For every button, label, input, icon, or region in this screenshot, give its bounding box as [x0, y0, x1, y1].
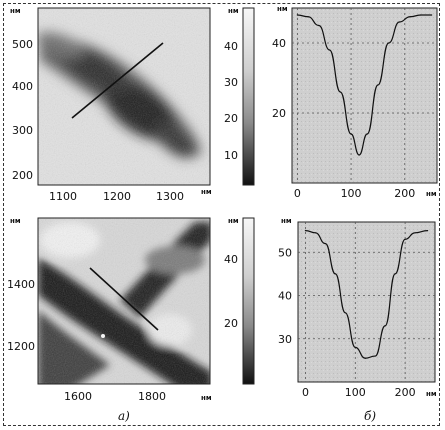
top-profile-x-ticks: 0 100 200 — [294, 187, 415, 200]
bottom-image-y-ticks: 1400 1200 — [7, 278, 35, 353]
top-image-y-tick-3: 200 — [12, 169, 33, 182]
bottom-profile-x-unit: нм — [426, 390, 437, 398]
top-profile-y-ticks: 40 20 — [272, 37, 286, 120]
bottom-profile-y-ticks: 50 40 30 — [278, 246, 292, 345]
top-afm-image — [38, 8, 210, 185]
bottom-colorbar-tick-0: 40 — [224, 253, 238, 266]
top-image-x-tick-0: 1100 — [49, 190, 77, 203]
top-profile-x-tick-0: 0 — [294, 187, 301, 200]
bottom-profile-x-tick-0: 0 — [302, 386, 309, 399]
top-image-y-tick-2: 300 — [12, 124, 33, 137]
bottom-colorbar-tick-1: 20 — [224, 317, 238, 330]
top-image-y-unit: нм — [10, 7, 21, 15]
bottom-profile-x-ticks: 0 100 200 — [302, 386, 416, 399]
top-image-border — [37, 7, 211, 186]
bottom-image-x-unit: нм — [201, 394, 212, 402]
bottom-image-x-tick-1: 1800 — [138, 390, 166, 403]
top-image-y-tick-0: 500 — [12, 38, 33, 51]
bottom-image-x-tick-0: 1600 — [64, 390, 92, 403]
top-profile-plot — [291, 7, 438, 184]
bottom-colorbar-ticks: 40 20 — [224, 253, 238, 330]
top-colorbar-tick-0: 40 — [224, 40, 238, 53]
top-colorbar-unit: нм — [228, 7, 239, 15]
bottom-profile-y-tick-2: 30 — [278, 333, 292, 346]
top-colorbar — [242, 7, 255, 186]
top-image-x-tick-1: 1200 — [103, 190, 131, 203]
top-colorbar-tick-1: 30 — [224, 76, 238, 89]
top-image-x-ticks: 1100 1200 1300 — [49, 190, 184, 203]
bottom-colorbar — [242, 217, 255, 385]
bottom-image-border — [37, 217, 211, 385]
top-colorbar-tick-3: 10 — [224, 149, 238, 162]
top-profile-x-tick-2: 200 — [394, 187, 415, 200]
bottom-profile-plot — [297, 221, 436, 383]
bottom-profile-y-tick-1: 40 — [278, 290, 292, 303]
top-profile-y-tick-0: 40 — [272, 37, 286, 50]
bottom-afm-image — [38, 218, 210, 384]
top-profile-x-unit: нм — [426, 190, 437, 198]
top-profile-y-unit: нм — [277, 5, 288, 13]
bottom-image-y-unit: нм — [10, 217, 21, 225]
top-profile-curve — [297, 14, 432, 156]
top-colorbar-ticks: 40 30 20 10 — [224, 40, 238, 162]
bottom-image-y-tick-1: 1200 — [7, 340, 35, 353]
top-colorbar-tick-2: 20 — [224, 112, 238, 125]
top-image-x-tick-2: 1300 — [156, 190, 184, 203]
figure-border — [3, 3, 440, 426]
bottom-image-y-tick-0: 1400 — [7, 278, 35, 291]
bottom-profile-x-tick-2: 200 — [395, 386, 416, 399]
top-image-y-tick-1: 400 — [12, 80, 33, 93]
bottom-profile-curve — [305, 230, 428, 359]
bottom-profile-y-unit: нм — [281, 217, 292, 225]
bottom-colorbar-unit: нм — [228, 217, 239, 225]
top-profile-y-tick-1: 20 — [272, 107, 286, 120]
top-image-x-unit: нм — [201, 188, 212, 196]
caption-a: а) — [118, 409, 130, 423]
caption-b: б) — [364, 409, 376, 423]
bottom-profile-x-tick-1: 100 — [345, 386, 366, 399]
top-profile-line — [71, 42, 164, 119]
bottom-profile-y-tick-0: 50 — [278, 246, 292, 259]
bottom-image-x-ticks: 1600 1800 — [64, 390, 166, 403]
top-profile-x-tick-1: 100 — [341, 187, 362, 200]
bottom-profile-line — [89, 267, 159, 331]
top-image-y-ticks: 500 400 300 200 — [12, 38, 33, 182]
